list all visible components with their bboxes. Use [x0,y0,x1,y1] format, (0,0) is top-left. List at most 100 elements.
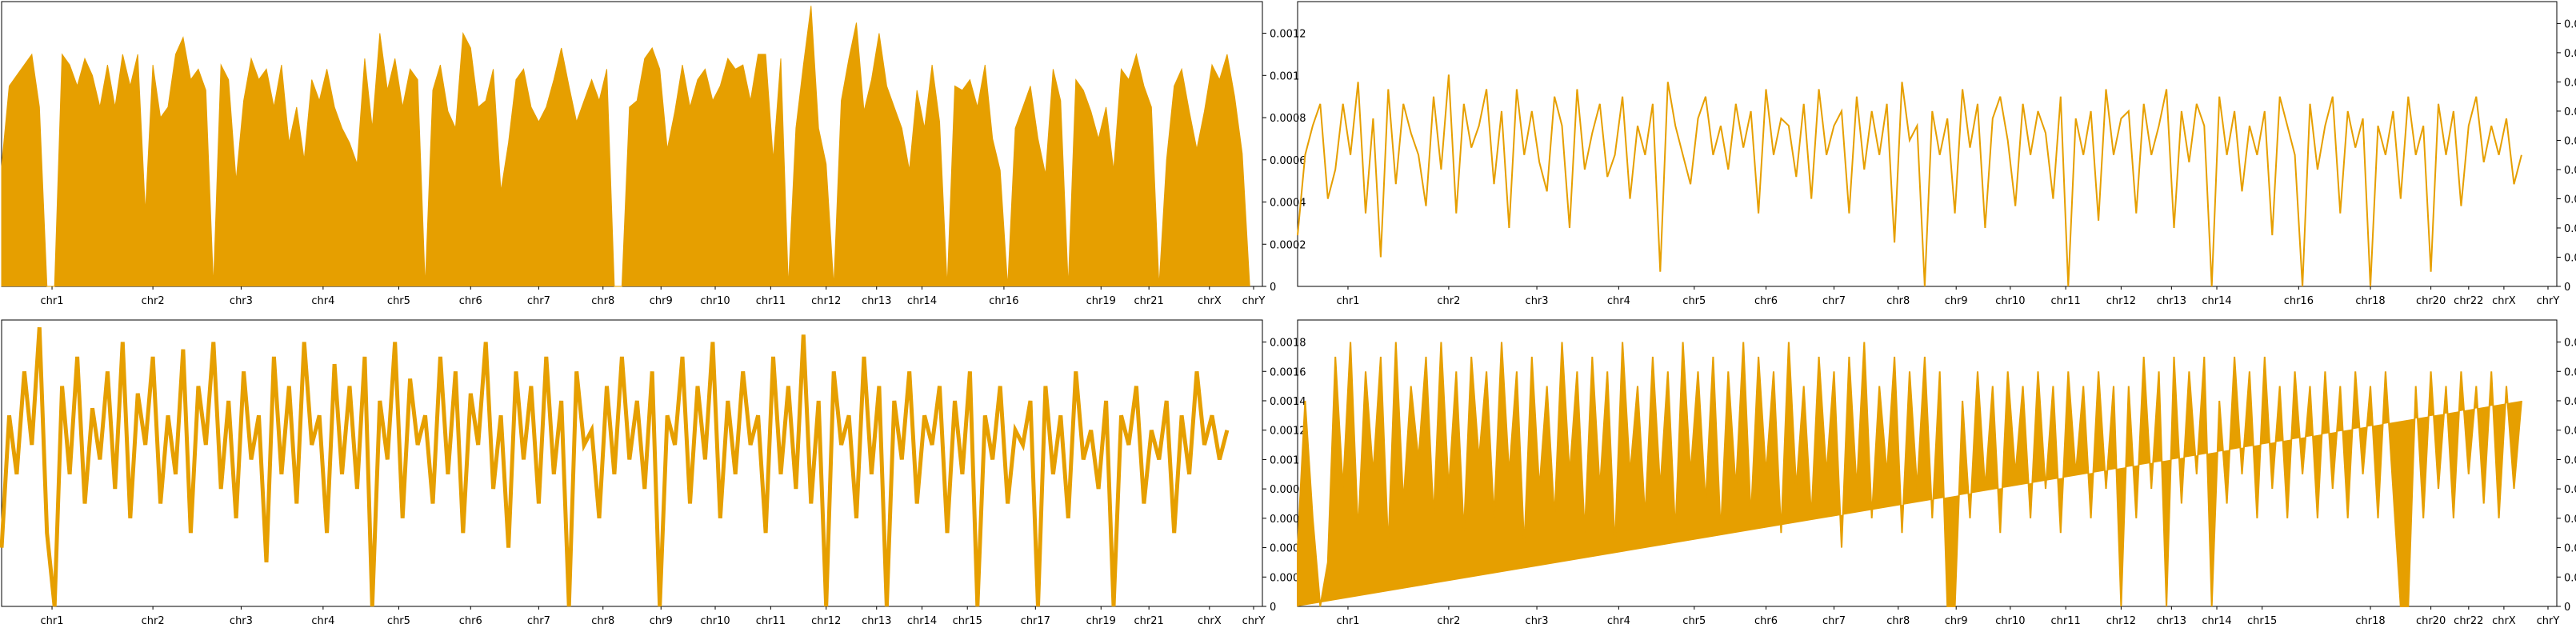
plot-frame [1,319,1263,607]
x-tick-label: chr14 [907,615,937,627]
y-tick-label: 0.0016 [1270,366,1306,378]
x-tick-label: chr9 [1945,615,1968,627]
y-tick-label: 0.0002 [2564,252,2576,264]
x-tick-label: chr11 [2050,295,2080,307]
x-tick-label: chr18 [2355,615,2385,627]
y-tick-label: 0.0016 [2564,366,2576,378]
y-tick-label: 0.0006 [2564,514,2576,526]
area-series [1297,342,2522,607]
x-tick-label: chrY [2537,295,2560,307]
y-tick-label: 0.001 [1270,70,1299,82]
x-tick-label: chr10 [1995,615,2025,627]
y-tick-label: 0.0018 [2564,18,2576,30]
x-tick-label: chr15 [953,615,982,627]
x-tick-label: chr1 [1336,615,1359,627]
y-tick-label: 0.001 [1270,454,1299,466]
y-tick-label: 0.0002 [1270,239,1306,251]
y-tick-label: 0.0016 [2564,48,2576,60]
y-tick-label: 0.0014 [2564,77,2576,89]
x-tick-label: chr1 [41,615,64,627]
x-tick-label: chr8 [591,615,614,627]
x-tick-label: chr5 [1682,615,1706,627]
x-tick-label: chr16 [2284,295,2314,307]
x-tick-label: chr14 [2202,295,2231,307]
x-tick-label: chr10 [700,295,730,307]
x-tick-label: chr7 [527,615,550,627]
x-tick-label: chr2 [142,615,165,627]
x-tick-label: chr6 [1754,615,1778,627]
x-tick-label: chr6 [459,295,482,307]
x-tick-label: chr7 [527,295,550,307]
y-tick-label: 0.0002 [2564,572,2576,584]
x-tick-label: chr19 [1086,615,1116,627]
x-tick-label: chr14 [2202,615,2231,627]
x-tick-label: chr12 [811,295,841,307]
y-tick-label: 0.0008 [1270,113,1306,125]
x-tick-label: chr2 [1437,615,1460,627]
x-tick-label: chr10 [1995,295,2025,307]
x-tick-label: chrX [2492,615,2516,627]
x-tick-label: chr2 [142,295,165,307]
y-tick-label: 0 [1270,282,1276,294]
y-tick-label: 0.0004 [2564,543,2576,555]
y-tick-label: 0 [2564,282,2570,294]
y-tick-label: 0 [1270,602,1276,614]
x-tick-label: chrX [1198,615,1222,627]
y-tick-label: 0.0012 [2564,426,2576,438]
x-tick-label: chr13 [862,615,891,627]
x-tick-label: chr11 [2050,615,2080,627]
x-tick-label: chr3 [1526,295,1549,307]
line-series [1297,74,2522,287]
x-tick-label: chr16 [989,295,1018,307]
x-tick-label: chrY [1242,295,1266,307]
x-tick-label: chr3 [230,295,253,307]
x-tick-label: chr13 [2157,615,2186,627]
panel-top-right: 0 0.0002 0.0004 0.0006 0.0008 0.001 0.0012 0.00… [1297,1,2576,307]
x-tick-label: chr8 [1886,615,1910,627]
y-tick-label: 0.0004 [2564,223,2576,235]
y-tick-label: 0.0008 [2564,165,2576,177]
panel-bottom-left: 00.00020.00040.00060.00080.0010.00120.00… [0,319,1306,627]
x-tick-label: chr21 [1134,295,1164,307]
x-tick-label: chr14 [907,295,937,307]
x-tick-label: chr4 [1607,615,1630,627]
x-tick-label: chrY [2537,615,2560,627]
x-tick-label: chr5 [387,295,410,307]
x-tick-label: chr3 [1526,615,1549,627]
x-tick-label: chr13 [862,295,891,307]
x-tick-label: chrX [1198,295,1222,307]
x-tick-label: chr22 [2454,615,2483,627]
panel-top-left: 0 0.0002 0.0004 0.0006 0.0008 0.001 0.0012 chr1… [1,1,1306,307]
x-tick-label: chr13 [2157,295,2186,307]
y-tick-label: 0.001 [2564,454,2576,466]
x-tick-label: chr12 [811,615,841,627]
x-tick-label: chr6 [1754,295,1778,307]
x-tick-label: chr15 [2247,615,2277,627]
x-tick-label: chr9 [650,295,673,307]
y-tick-label: 0 [2564,602,2570,614]
x-tick-label: chr3 [230,615,253,627]
x-tick-label: chr11 [756,295,786,307]
y-tick-label: 0.0006 [1270,514,1306,526]
x-tick-label: chr8 [591,295,614,307]
x-tick-label: chr20 [2416,295,2446,307]
y-tick-label: 0.0004 [1270,198,1306,210]
x-tick-label: chr4 [311,295,334,307]
y-tick-label: 0.0008 [1270,484,1306,496]
x-tick-label: chr7 [1822,615,1846,627]
y-tick-label: 0.0018 [1270,338,1306,350]
panel-bottom-right: 0 0.0002 0.0004 0.0006 0.0008 0.001 0.0012 0.00… [1297,319,2576,627]
x-tick-label: chr8 [1886,295,1910,307]
plot-frame [1297,319,2558,607]
x-tick-label: chr21 [1134,615,1164,627]
y-tick-label: 0.0006 [1270,155,1306,167]
x-tick-label: chr22 [2454,295,2483,307]
line-series [0,327,1230,607]
x-tick-label: chr5 [387,615,410,627]
x-tick-label: chr5 [1682,295,1706,307]
x-tick-label: chrX [2492,295,2516,307]
y-tick-label: 0.001 [2564,135,2576,147]
y-tick-label: 0.0014 [2564,396,2576,408]
x-tick-label: chr12 [2106,295,2136,307]
x-tick-label: chr7 [1822,295,1846,307]
